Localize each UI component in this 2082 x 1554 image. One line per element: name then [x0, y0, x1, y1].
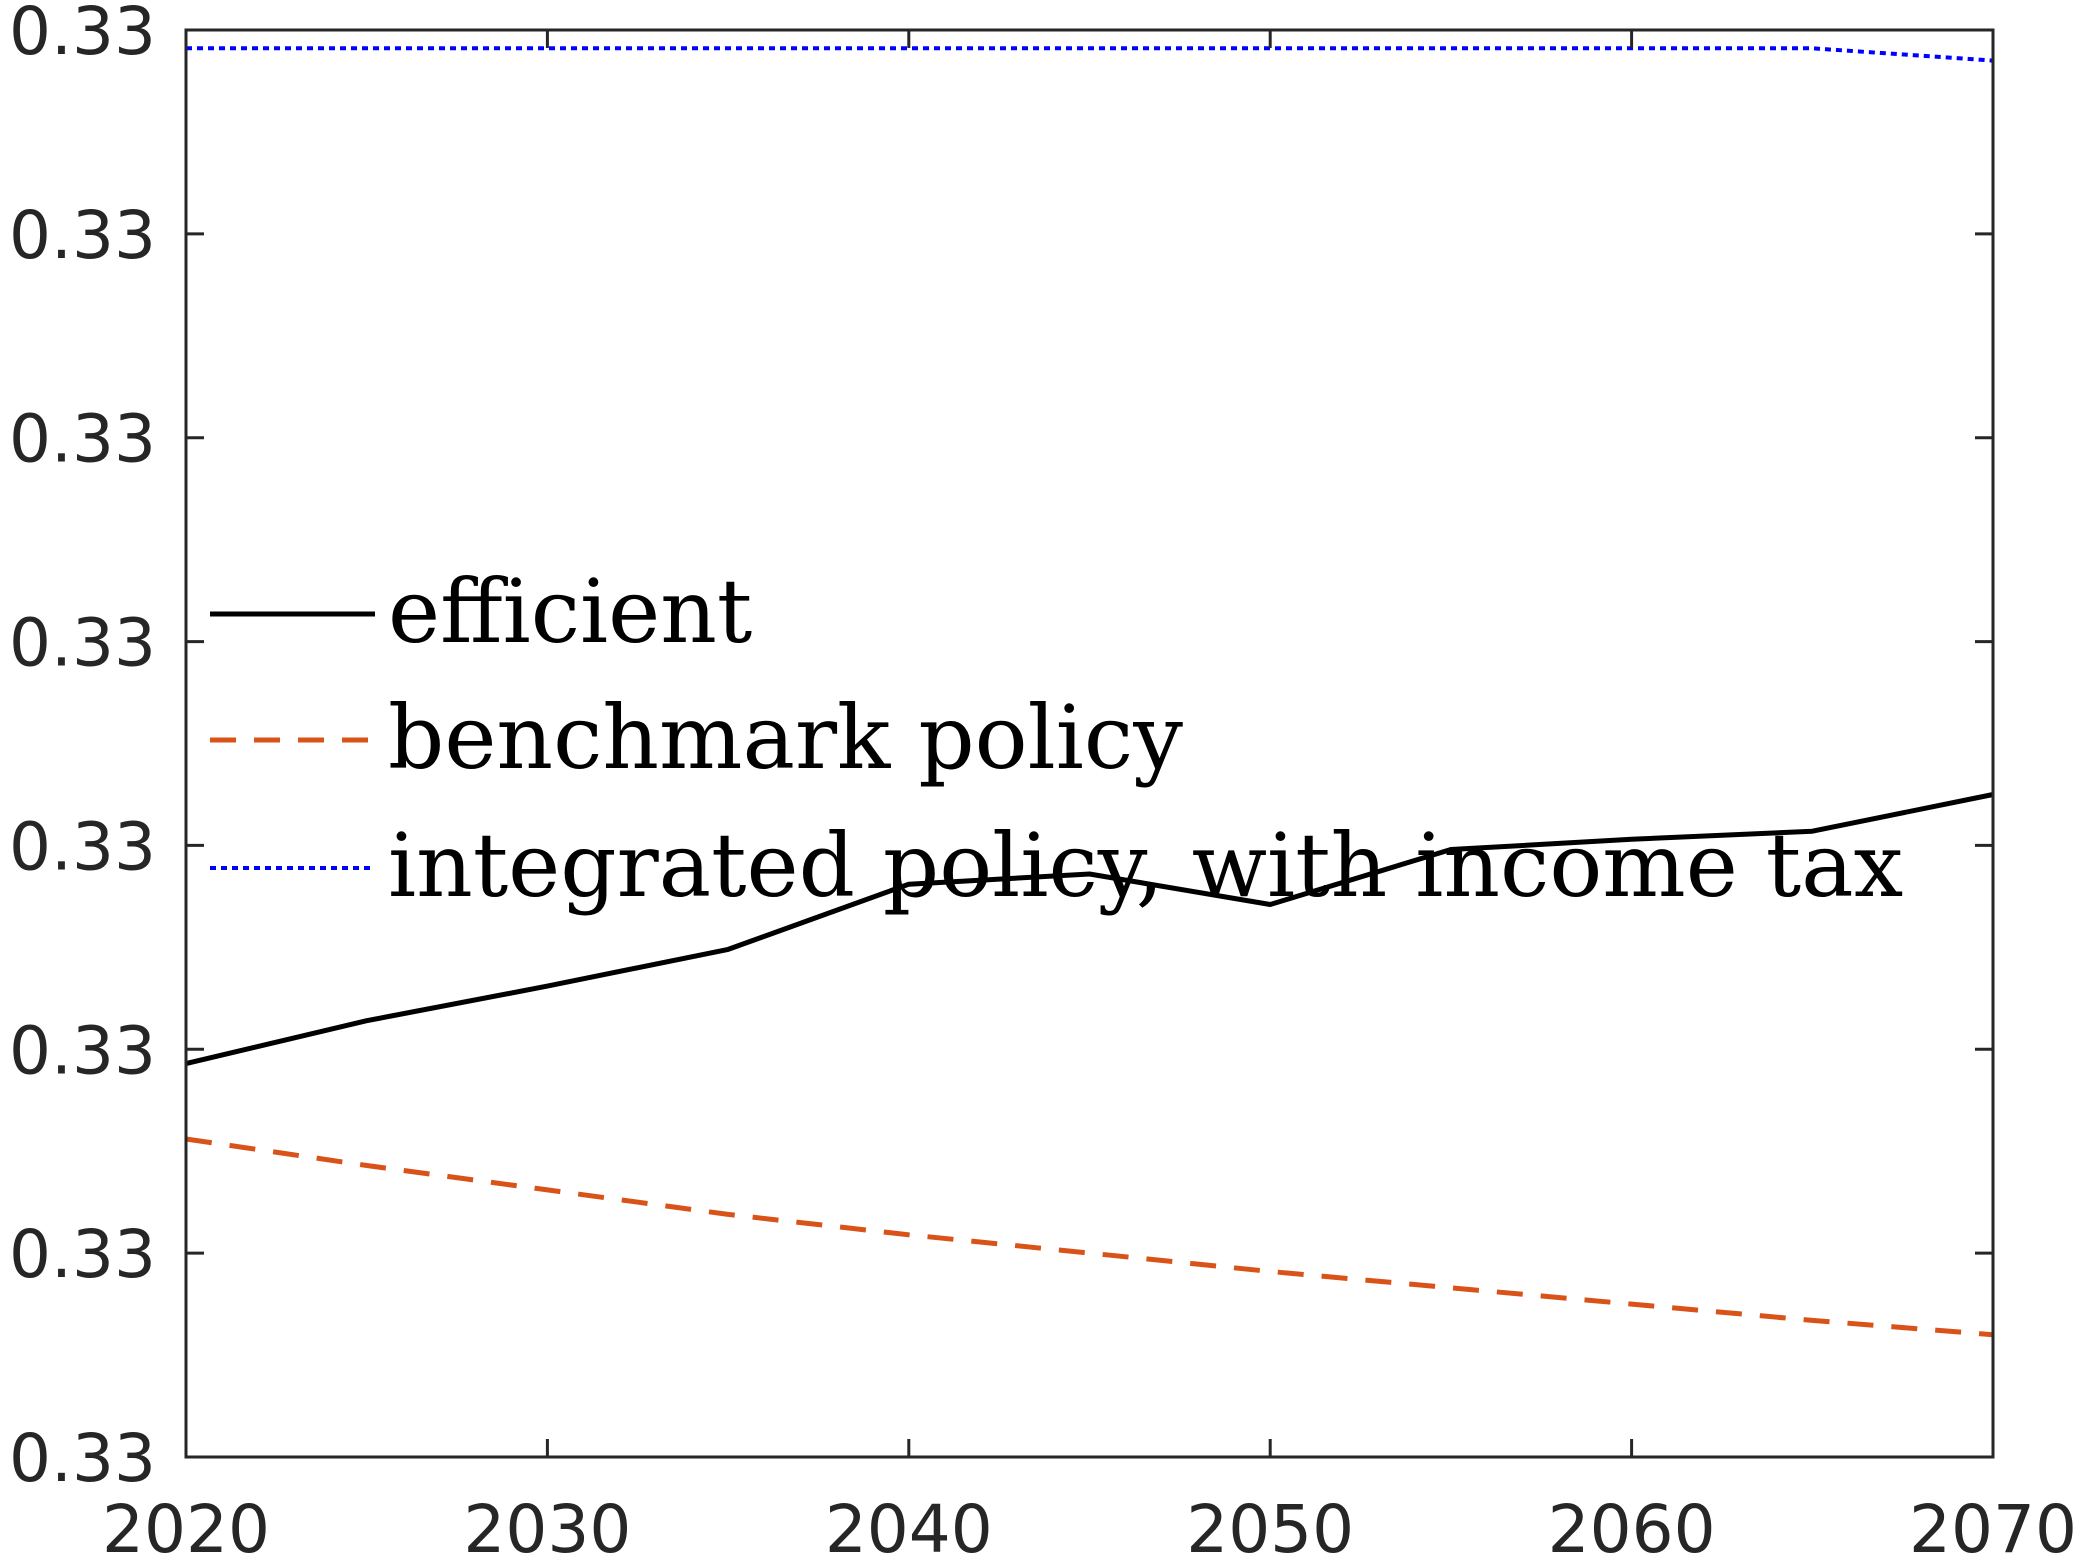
- series-line-efficient: [185, 792, 1994, 1067]
- legend-label: efficient: [388, 560, 752, 663]
- y-tick-label: 0.33: [9, 1216, 156, 1293]
- y-tick-label: 0.33: [9, 808, 156, 885]
- legend-label: integrated policy, with income tax: [388, 814, 1903, 917]
- x-tick-label: 2030: [463, 1491, 631, 1554]
- x-tick-label: 2040: [825, 1491, 993, 1554]
- y-axis-tick-labels: 0.33 0.33 0.33 0.33 0.33 0.33 0.33 0.33: [9, 0, 156, 1497]
- series-line-integrated-policy-with-income-tax: [186, 46, 1994, 63]
- y-tick-label: 0.33: [9, 605, 156, 682]
- series-line-benchmark-policy: [185, 1136, 1994, 1338]
- axis-ticks: [184, 28, 1995, 1459]
- y-tick-label: 0.33: [9, 1012, 156, 1089]
- x-tick-label: 2060: [1548, 1491, 1716, 1554]
- plot-area-frame: [184, 28, 1995, 1459]
- x-axis-tick-labels: 2020 2030 2040 2050 2060 2070: [102, 1491, 2077, 1554]
- series-layer: [185, 46, 1994, 1338]
- y-tick-label: 0.33: [9, 401, 156, 478]
- legend: efficient benchmark policy integrated poli…: [210, 560, 1903, 917]
- legend-label: benchmark policy: [388, 686, 1183, 789]
- x-tick-label: 2070: [1909, 1491, 2077, 1554]
- y-tick-label: 0.33: [9, 0, 156, 70]
- y-tick-label: 0.33: [9, 1420, 156, 1497]
- x-tick-label: 2020: [102, 1491, 270, 1554]
- x-tick-label: 2050: [1186, 1491, 1354, 1554]
- y-tick-label: 0.33: [9, 197, 156, 274]
